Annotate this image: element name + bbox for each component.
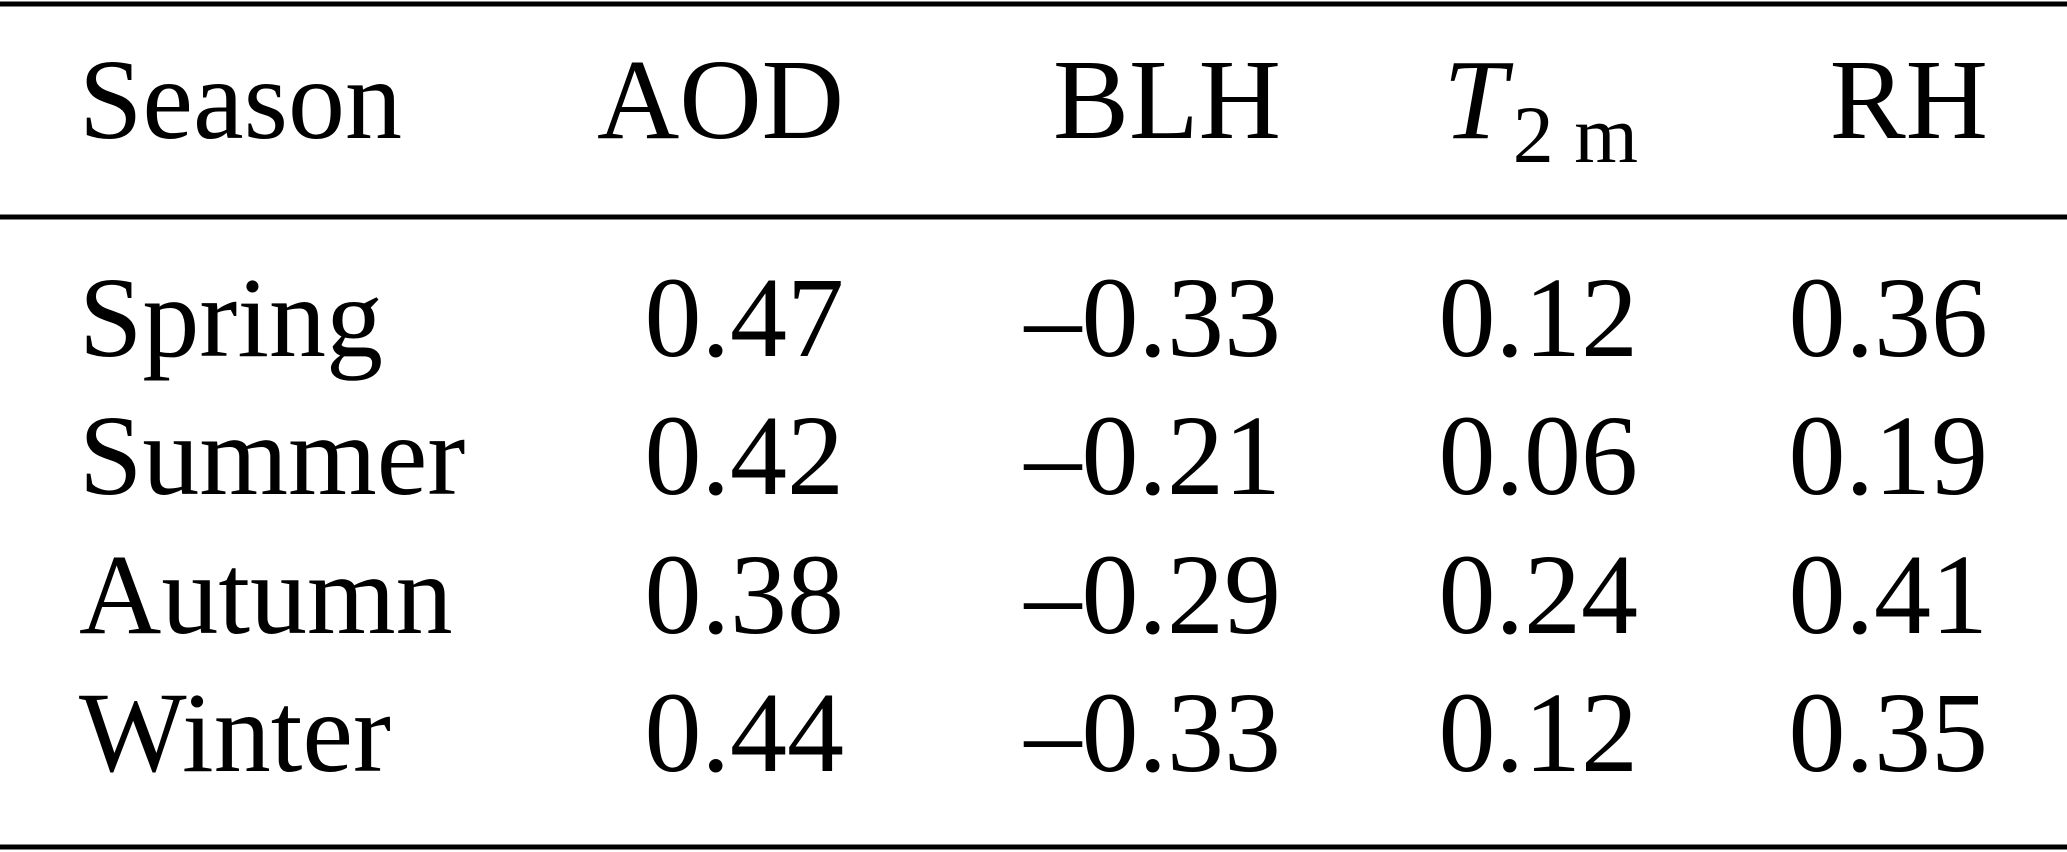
table-cell: 0.12 (1439, 254, 1639, 381)
header-cell: T2 m (1443, 36, 1638, 180)
header-cell: Season (79, 36, 402, 163)
table-cell: 0.35 (1789, 669, 1989, 796)
table-cell: 0.47 (645, 254, 845, 381)
row-label: Autumn (79, 531, 453, 658)
header-cell: BLH (1053, 36, 1281, 163)
table-cell: –0.29 (1024, 531, 1282, 658)
row-label: Winter (79, 669, 391, 796)
table-cell: 0.42 (645, 392, 845, 519)
table-cell: 0.06 (1439, 392, 1639, 519)
table-cell: 0.24 (1439, 531, 1639, 658)
header-subscript: 2 m (1513, 89, 1638, 180)
table-cell: 0.19 (1789, 392, 1989, 519)
row-label: Spring (79, 254, 383, 381)
header-cell: AOD (597, 36, 844, 163)
table-cell: 0.36 (1789, 254, 1989, 381)
table-cell: 0.38 (645, 531, 845, 658)
table-cell: –0.21 (1024, 392, 1282, 519)
table-cell: 0.12 (1439, 669, 1639, 796)
table-cell: 0.41 (1789, 531, 1989, 658)
table-cell: –0.33 (1024, 669, 1282, 796)
row-label: Summer (79, 392, 465, 519)
header-cell: RH (1830, 36, 1988, 163)
header-symbol: T (1443, 36, 1514, 163)
table-cell: 0.44 (645, 669, 845, 796)
table-cell: –0.33 (1024, 254, 1282, 381)
